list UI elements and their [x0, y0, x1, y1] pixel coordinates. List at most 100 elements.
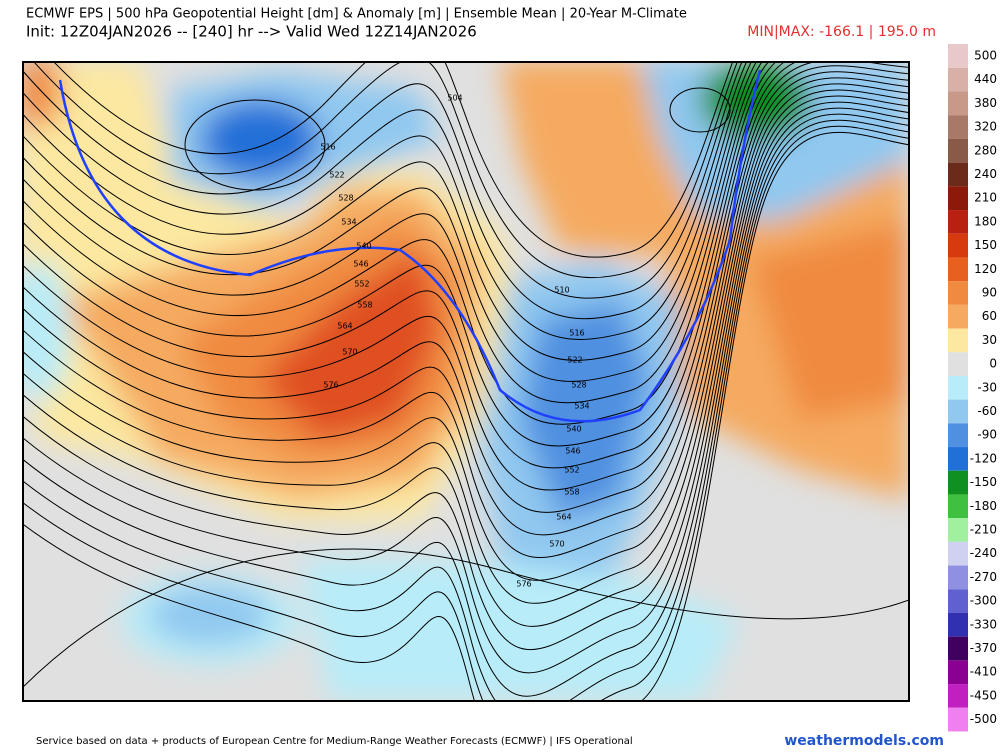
contour-line [23, 62, 748, 320]
colorbar-label: 500 [974, 49, 997, 63]
colorbar-label: -370 [970, 641, 997, 655]
colorbar-swatch [948, 138, 968, 163]
colorbar-label: 30 [982, 333, 997, 347]
colorbar-swatch [948, 660, 968, 685]
contour-label: 552 [354, 280, 369, 289]
contour-label: 558 [564, 488, 579, 497]
contour-label: 558 [357, 301, 372, 310]
title: ECMWF EPS | 500 hPa Geopotential Height … [26, 7, 687, 22]
colorbar-swatch [948, 684, 968, 708]
contour-line [23, 62, 777, 425]
colorbar-label: 0 [989, 357, 997, 371]
colorbar-swatch [948, 423, 968, 448]
contour-label: 540 [566, 425, 581, 434]
colorbar-swatch [948, 162, 968, 187]
colorbar-label: 380 [974, 96, 997, 110]
colorbar-label: -120 [970, 451, 997, 465]
colorbar-swatch [948, 565, 968, 590]
contour-line [23, 65, 909, 513]
colorbar-label: -90 [977, 428, 997, 442]
colorbar: 500 440 380 320 280 240 210 180 150 120 90 60 30 0 -30… [948, 44, 997, 732]
colorbar-label: 60 [982, 309, 997, 323]
contour-label: 528 [338, 194, 353, 203]
colorbar-swatch [948, 281, 968, 305]
contour-line [23, 62, 786, 447]
contour-label: 576 [516, 580, 531, 589]
colorbar-label: 240 [974, 167, 997, 181]
colorbar-label: -450 [970, 688, 997, 702]
min-max: MIN|MAX: -166.1 | 195.0 m [747, 24, 936, 40]
colorbar-label: -210 [970, 523, 997, 537]
contour-line [23, 62, 769, 404]
colorbar-swatch [948, 44, 968, 68]
colorbar-swatch [948, 115, 968, 139]
contour-label: 528 [571, 381, 586, 390]
contour-label: 534 [341, 218, 356, 227]
contour-line [23, 89, 909, 604]
colorbar-label: -500 [970, 712, 997, 726]
contour-line [23, 77, 909, 559]
contour-line [23, 62, 743, 299]
map-frame [22, 61, 910, 702]
colorbar-swatch [948, 518, 968, 542]
colorbar-label: -30 [977, 380, 997, 394]
contour-label: 546 [353, 260, 368, 269]
colorbar-label: 320 [974, 120, 997, 134]
colorbar-swatch [948, 233, 968, 258]
contour-label: 522 [567, 356, 582, 365]
contour-line [23, 107, 909, 674]
contour-label: 576 [323, 381, 338, 390]
contour-line [23, 62, 763, 382]
colorbar-swatch [948, 470, 968, 495]
credit: Service based on data + products of Euro… [36, 736, 633, 747]
colorbar-label: 120 [974, 262, 997, 276]
colorbar-label: 210 [974, 191, 997, 205]
colorbar-swatch [948, 257, 968, 282]
contour-line [23, 125, 909, 701]
contour-label: 540 [356, 242, 371, 251]
colorbar-label: -180 [970, 499, 997, 513]
colorbar-label: -330 [970, 617, 997, 631]
contour-line [23, 131, 909, 701]
contour-line [23, 548, 909, 688]
colorbar-swatch [948, 707, 968, 732]
colorbar-label: -300 [970, 594, 997, 608]
contour-line [53, 62, 734, 258]
colorbar-label: -270 [970, 570, 997, 584]
contour-label: 534 [574, 402, 589, 411]
colorbar-label: 180 [974, 214, 997, 228]
colorbar-swatch [948, 494, 968, 519]
contour-line [669, 87, 731, 133]
contour-line [184, 99, 326, 191]
colorbar-swatch [948, 612, 968, 637]
colorbar-swatch [948, 541, 968, 566]
colorbar-label: -240 [970, 546, 997, 560]
map: 504 516 522 528 534 540 546 552 558 564 … [23, 62, 909, 701]
colorbar-swatch [948, 447, 968, 471]
init-line: Init: 12Z04JAN2026 -- [240] hr --> Valid… [26, 23, 477, 41]
colorbar-label: 440 [974, 72, 997, 86]
contour-label: 516 [320, 143, 335, 152]
contour-line [23, 62, 797, 469]
contour-label: 570 [549, 540, 564, 549]
contour-labels: 504 516 522 528 534 540 546 552 558 564 … [320, 94, 589, 589]
site: weathermodels.com [784, 733, 944, 749]
colorbar-label: -150 [970, 475, 997, 489]
contour-label: 504 [447, 94, 462, 103]
contour-label: 510 [554, 286, 569, 295]
colorbar-swatch [948, 67, 968, 92]
colorbar-swatch [948, 304, 968, 329]
colorbar-swatch [948, 328, 968, 353]
contour-label: 564 [556, 513, 571, 522]
colorbar-label: 90 [982, 286, 997, 300]
contour-line [23, 119, 909, 701]
colorbar-label: 150 [974, 238, 997, 252]
contour-line [23, 62, 758, 361]
colorbar-label: 280 [974, 143, 997, 157]
contour-line [23, 101, 909, 651]
colorbar-swatch [948, 352, 968, 376]
colorbar-label: -410 [970, 665, 997, 679]
contour-line [33, 62, 738, 279]
contour-line [23, 71, 909, 536]
